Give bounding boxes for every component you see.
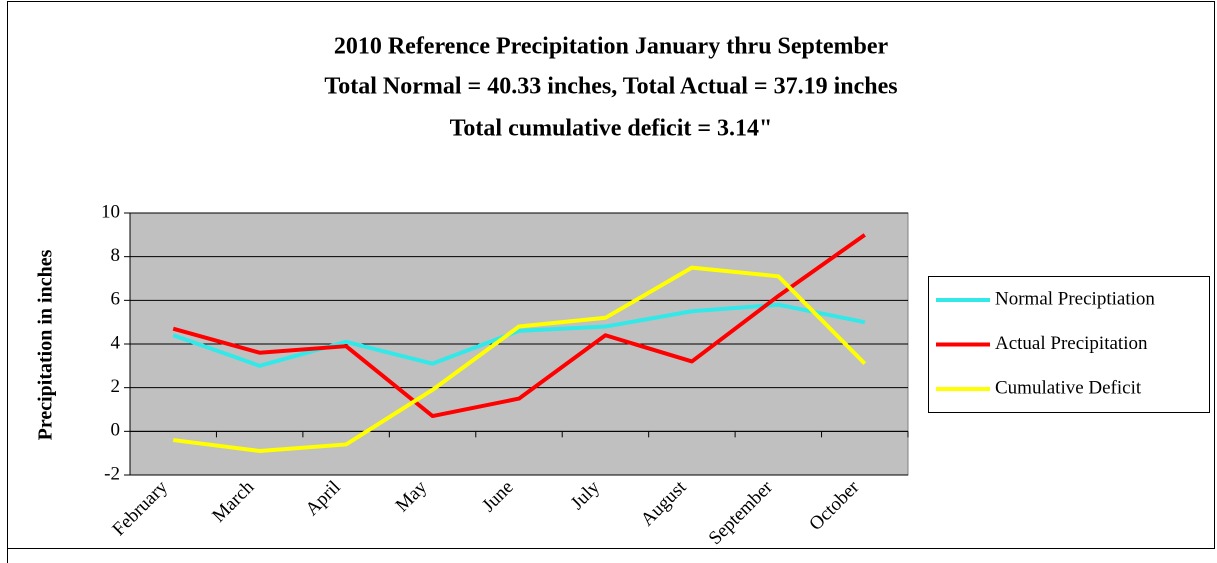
y-tick-label: 10 [101, 201, 120, 222]
series-line [172, 302, 866, 368]
series-line [172, 233, 866, 419]
chart-subtitle: Total cumulative deficit = 3.14" [450, 116, 773, 142]
y-tick-label: 2 [111, 376, 121, 397]
y-tick-label: 0 [111, 420, 121, 441]
y-tick-label: 4 [111, 332, 121, 353]
y-tick-label: 8 [111, 245, 121, 266]
legend-label: Normal Preciptiation [995, 288, 1155, 309]
y-tick-label: -2 [104, 463, 120, 484]
legend-label: Actual Precipitation [995, 333, 1148, 354]
y-tick-label: 6 [111, 289, 121, 310]
chart-title: 2010 Reference Precipitation January thr… [334, 34, 889, 60]
chart-subtitle: Total Normal = 40.33 inches, Total Actua… [324, 74, 897, 100]
series-line [172, 265, 867, 453]
y-axis-label: Precipitation in inches [35, 249, 57, 440]
legend-label: Cumulative Deficit [995, 377, 1142, 398]
